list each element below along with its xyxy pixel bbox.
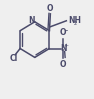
Text: N: N — [28, 16, 35, 25]
Text: N: N — [60, 44, 66, 52]
Text: O: O — [60, 60, 66, 69]
Text: +: + — [63, 43, 68, 48]
Text: O: O — [60, 28, 66, 37]
Text: -: - — [65, 26, 68, 35]
Text: O: O — [47, 4, 54, 13]
Text: NH: NH — [68, 16, 81, 25]
Text: Cl: Cl — [9, 54, 18, 63]
Text: 2: 2 — [73, 21, 77, 26]
